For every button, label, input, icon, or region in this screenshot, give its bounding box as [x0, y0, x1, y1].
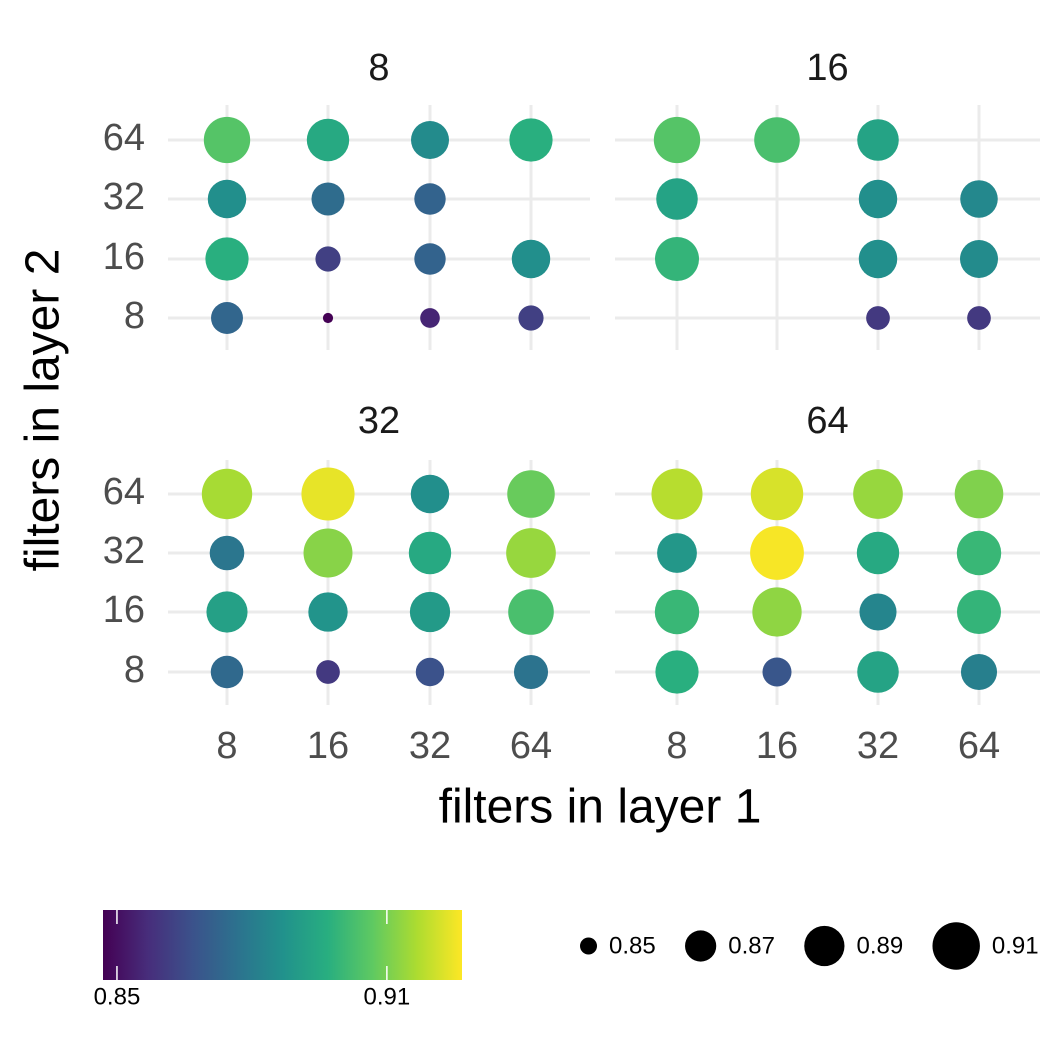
size-legend-dot: [685, 930, 717, 962]
bubble: [654, 236, 700, 282]
bubble: [959, 239, 999, 279]
y-axis-title: filters in layer 2: [17, 249, 70, 572]
y-tick-label: 64: [103, 117, 145, 159]
bubble: [858, 179, 898, 219]
bubble: [960, 180, 998, 218]
size-legend-label: 0.85: [609, 932, 656, 959]
bubble: [306, 118, 350, 162]
facet-title: 8: [368, 47, 389, 89]
size-legend-label: 0.89: [856, 932, 903, 959]
bubble: [967, 306, 991, 330]
bubble: [956, 589, 1002, 635]
bubble: [301, 467, 355, 521]
bubble: [655, 650, 699, 694]
x-tick-label: 16: [756, 725, 798, 767]
bubble: [960, 653, 998, 691]
bubble: [409, 591, 451, 633]
x-tick-label: 16: [307, 725, 349, 767]
bubble: [408, 531, 452, 575]
y-tick-label: 32: [103, 530, 145, 572]
size-legend-dot: [804, 925, 845, 967]
size-legend-dot: [580, 937, 598, 955]
y-tick-label: 16: [103, 589, 145, 631]
x-axis-title: filters in layer 1: [439, 781, 762, 834]
bubble: [506, 528, 556, 578]
x-tick-label: 32: [857, 725, 899, 767]
bubble: [211, 302, 243, 334]
bubble: [410, 120, 450, 160]
bubble: [956, 530, 1002, 576]
bubble: [762, 657, 792, 687]
y-tick-label: 32: [103, 176, 145, 218]
bubble: [508, 589, 554, 635]
bubble: [420, 308, 440, 328]
bubble: [415, 657, 445, 687]
facet-panel: 8 8 16 32 64: [103, 47, 590, 350]
facet-panel: 64 8 16 32 64: [615, 400, 1040, 767]
facet-title: 32: [358, 400, 400, 442]
facet-title: 16: [806, 47, 848, 89]
bubble: [858, 239, 898, 279]
bubble: [853, 469, 903, 519]
size-legend-dot: [932, 922, 980, 970]
bubble: [651, 468, 703, 520]
bubble: [308, 592, 348, 632]
bubble: [311, 182, 345, 216]
bubble: [511, 239, 551, 279]
bubble: [206, 591, 248, 633]
bubble: [205, 237, 249, 281]
y-tick-label: 64: [103, 471, 145, 513]
bubble: [207, 179, 247, 219]
bubble: [414, 243, 446, 275]
colorbar-label: 0.91: [364, 983, 411, 1010]
bubble: [518, 305, 544, 331]
x-tick-label: 32: [409, 725, 451, 767]
bubble: [414, 183, 446, 215]
bubble: [752, 587, 802, 637]
bubble: [954, 469, 1004, 519]
bubble: [653, 116, 701, 164]
bubble: [866, 306, 890, 330]
bubble: [513, 654, 549, 690]
bubble: [857, 119, 899, 161]
bubble: [750, 467, 804, 521]
bubble: [316, 660, 340, 684]
bubble: [754, 117, 800, 163]
size-legend-label: 0.91: [992, 932, 1039, 959]
facet-panel: 32 8 16 32 64 8 16 32 64: [103, 400, 590, 767]
bubble: [201, 468, 253, 520]
bubble: [303, 528, 353, 578]
size-legend-label: 0.87: [728, 932, 775, 959]
bubble: [210, 655, 244, 689]
bubble: [750, 526, 804, 580]
bubble: [657, 533, 697, 573]
facet-panel: 16: [615, 47, 1040, 350]
bubble: [654, 589, 700, 635]
y-tick-label: 8: [124, 649, 145, 691]
bubble: [315, 246, 341, 272]
bubble: [203, 116, 251, 164]
colorbar: [103, 910, 462, 980]
x-tick-label: 64: [958, 725, 1000, 767]
bubble: [856, 531, 900, 575]
bubble: [209, 535, 245, 571]
colorbar-label: 0.85: [94, 983, 141, 1010]
bubble: [656, 178, 698, 220]
y-tick-label: 16: [103, 236, 145, 278]
x-tick-label: 8: [216, 725, 237, 767]
y-tick-label: 8: [124, 295, 145, 337]
bubble: [322, 312, 334, 324]
bubble: [410, 474, 450, 514]
facet-title: 64: [806, 400, 848, 442]
x-tick-label: 64: [510, 725, 552, 767]
bubble: [507, 470, 555, 518]
bubble: [509, 118, 553, 162]
bubble: [857, 651, 899, 693]
x-tick-label: 8: [666, 725, 687, 767]
bubble: [859, 593, 897, 631]
